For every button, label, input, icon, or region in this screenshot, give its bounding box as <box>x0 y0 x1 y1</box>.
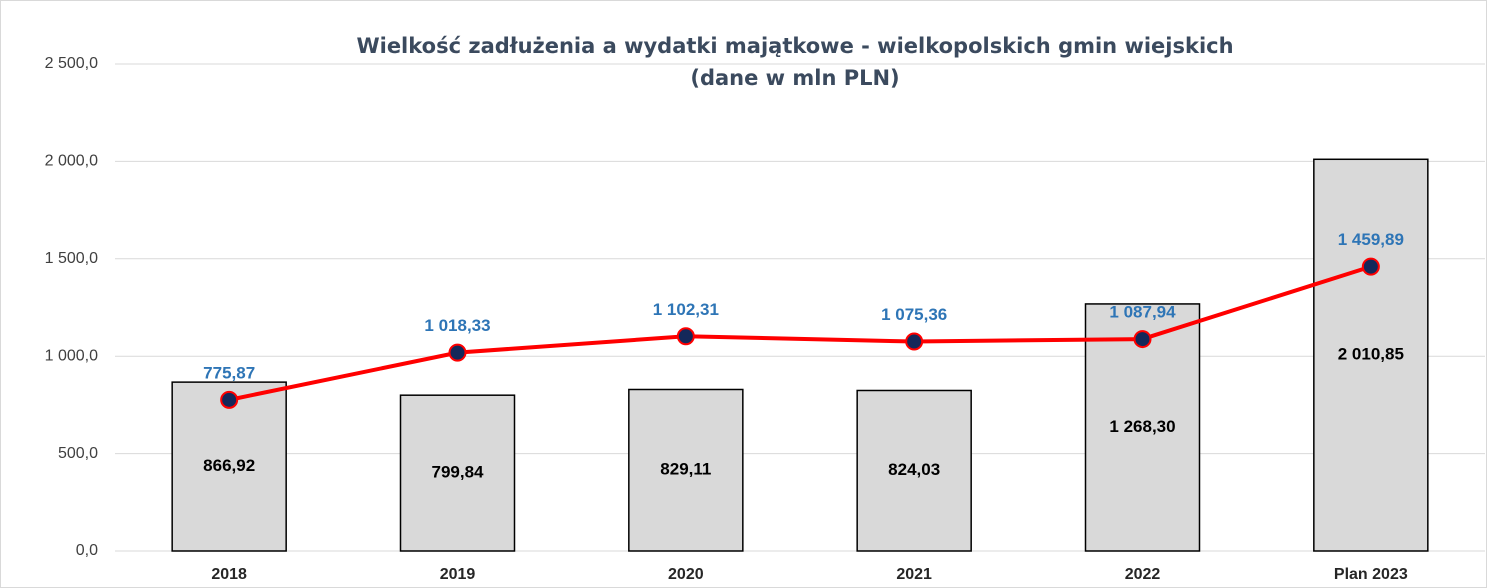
bar <box>399 394 516 552</box>
x-tick-label: 2022 <box>1125 566 1161 583</box>
bar <box>171 381 287 552</box>
line-marker <box>220 390 239 409</box>
line-value-label: 775,87 <box>203 363 255 382</box>
line-value-label: 1 102,31 <box>653 300 719 319</box>
chart-subtitle: (dane w mln PLN) <box>690 66 899 90</box>
line-value-label: 1 087,94 <box>1109 303 1176 322</box>
y-tick-label: 2 500,0 <box>45 55 98 72</box>
x-tick-label: 2019 <box>440 566 476 583</box>
x-tick-label: Plan 2023 <box>1334 566 1408 583</box>
bar <box>1313 158 1429 552</box>
bar <box>628 388 744 552</box>
line <box>228 264 1372 402</box>
y-tick-label: 1 500,0 <box>45 250 98 267</box>
y-tick-label: 1 000,0 <box>45 347 98 364</box>
line-value-label: 1 018,33 <box>424 316 490 335</box>
bar-value-label: 829,11 <box>660 460 711 479</box>
bar-value-label: 1 268,30 <box>1109 417 1175 436</box>
line-marker <box>448 343 467 362</box>
line-marker <box>676 327 695 346</box>
bar-value-label: 866,92 <box>203 456 255 475</box>
line-value-label: 1 075,36 <box>881 305 947 324</box>
bar-value-label: 2 010,85 <box>1338 345 1404 364</box>
line-marker <box>905 332 924 351</box>
x-tick-label: 2021 <box>896 566 932 583</box>
line-value-label: 1 459,89 <box>1338 230 1404 249</box>
line-marker <box>1361 257 1380 276</box>
y-tick-label: 500,0 <box>58 445 98 462</box>
chart-title: Wielkość zadłużenia a wydatki majątkowe … <box>356 34 1233 58</box>
y-tick-label: 0,0 <box>76 542 98 559</box>
y-tick-label: 2 000,0 <box>45 153 98 170</box>
line-marker <box>1133 330 1152 349</box>
x-tick-label: 2018 <box>211 566 247 583</box>
bar <box>856 389 972 552</box>
bar-value-label: 799,84 <box>432 463 485 482</box>
x-tick-label: 2020 <box>668 566 704 583</box>
bar-value-label: 824,03 <box>888 460 940 479</box>
